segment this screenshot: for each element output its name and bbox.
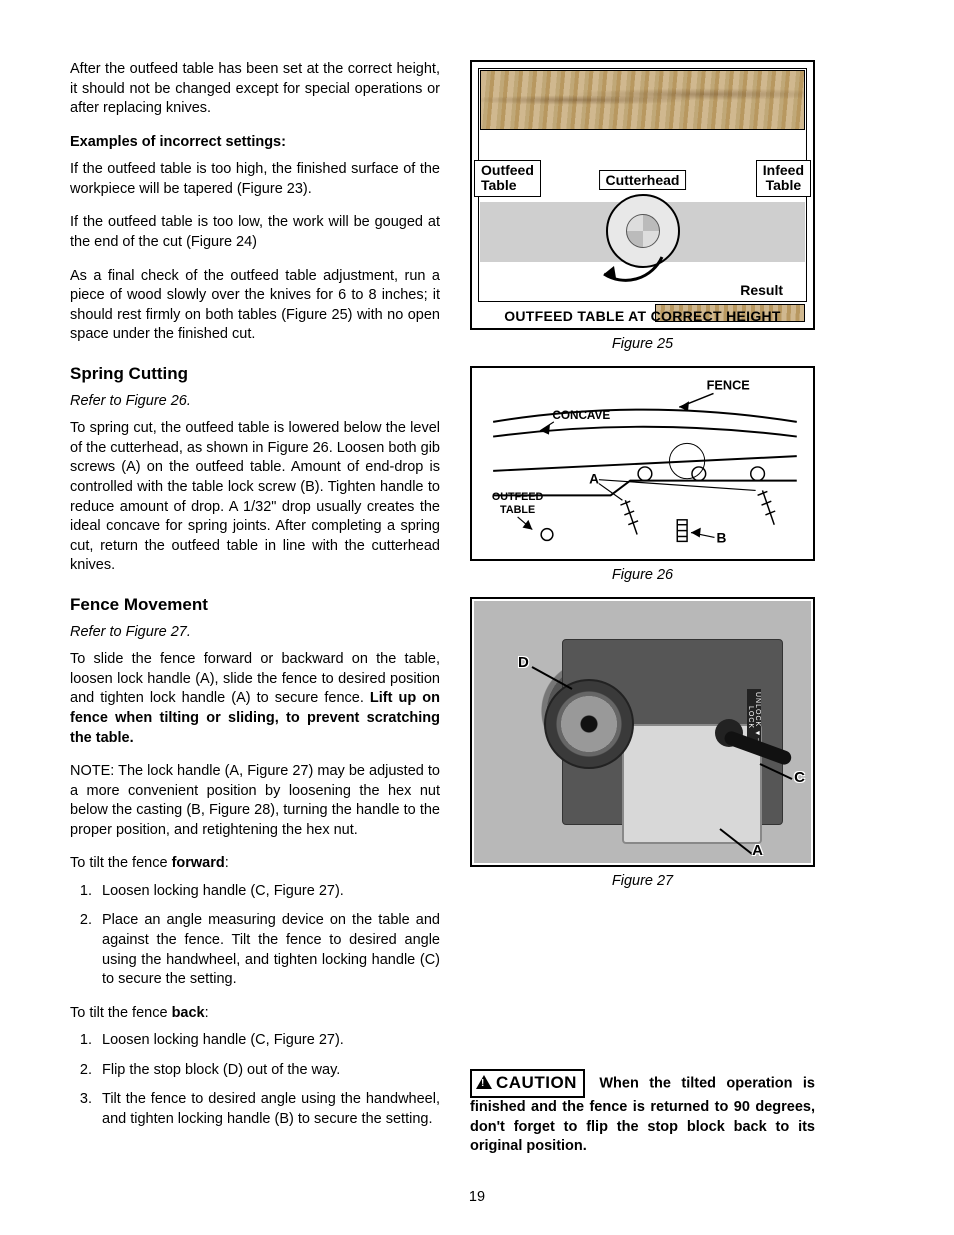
page: After the outfeed table has been set at … xyxy=(0,0,954,1235)
figure-25-caption: Figure 25 xyxy=(470,336,815,352)
caution-label: CAUTION xyxy=(496,1073,577,1092)
page-number: 19 xyxy=(0,1189,954,1205)
callout-c: C xyxy=(794,769,805,786)
figure-25: OutfeedTable InfeedTable Cutterhead Resu… xyxy=(470,60,815,330)
two-column-layout: After the outfeed table has been set at … xyxy=(70,60,884,1157)
caution-block: CAUTION When the tilted operation is fin… xyxy=(470,1069,815,1157)
tilt-forward-steps: Loosen locking handle (C, Figure 27). Pl… xyxy=(70,882,440,990)
svg-text:TABLE: TABLE xyxy=(500,504,535,516)
figure-26-caption: Figure 26 xyxy=(470,567,815,583)
svg-text:A: A xyxy=(589,472,599,487)
caution-badge: CAUTION xyxy=(470,1069,585,1098)
fence-slide-paragraph: To slide the fence forward or backward o… xyxy=(70,650,440,748)
tilt-back-a: To tilt the fence xyxy=(70,1005,172,1021)
list-item: Flip the stop block (D) out of the way. xyxy=(96,1061,440,1081)
figure-27-caption: Figure 27 xyxy=(470,873,815,889)
figure-25-inside-caption: OUTFEED TABLE AT CORRECT HEIGHT xyxy=(472,308,813,324)
infeed-table-label: InfeedTable xyxy=(756,160,811,197)
final-check-paragraph: As a final check of the outfeed table ad… xyxy=(70,267,440,345)
result-label: Result xyxy=(740,282,783,298)
left-column: After the outfeed table has been set at … xyxy=(70,60,440,1157)
spring-ref: Refer to Figure 26. xyxy=(70,392,440,412)
callout-a: A xyxy=(752,842,763,859)
fence-note: NOTE: The lock handle (A, Figure 27) may… xyxy=(70,762,440,840)
figure-27: UNLOCK ◄─ LOCK D C A xyxy=(470,597,815,867)
intro-paragraph: After the outfeed table has been set at … xyxy=(70,60,440,119)
figure-26-diagram: FENCE CONCAVE OUTFEED TABLE xyxy=(472,368,813,559)
tilt-fwd-a: To tilt the fence xyxy=(70,855,172,871)
tilt-back-b: back xyxy=(172,1005,205,1021)
spring-cutting-heading: Spring Cutting xyxy=(70,363,440,386)
svg-text:FENCE: FENCE xyxy=(707,378,750,393)
warning-triangle-icon xyxy=(476,1075,492,1089)
tilt-fwd-c: : xyxy=(225,855,229,871)
list-item: Tilt the fence to desired angle using th… xyxy=(96,1090,440,1129)
outfeed-table-label: OutfeedTable xyxy=(474,160,541,197)
figure-27-callout-lines xyxy=(472,599,813,865)
list-item: Loosen locking handle (C, Figure 27). xyxy=(96,1031,440,1051)
svg-text:OUTFEED: OUTFEED xyxy=(492,491,544,503)
result-dash-line xyxy=(655,328,805,330)
tilt-forward-line: To tilt the fence forward: xyxy=(70,854,440,874)
list-item: Place an angle measuring device on the t… xyxy=(96,911,440,989)
rotation-arrow-icon xyxy=(592,252,672,282)
svg-text:B: B xyxy=(716,530,726,545)
figure-25-workpiece xyxy=(480,70,805,130)
spring-body: To spring cut, the outfeed table is lowe… xyxy=(70,419,440,576)
tilt-back-line: To tilt the fence back: xyxy=(70,1004,440,1024)
tilt-back-steps: Loosen locking handle (C, Figure 27). Fl… xyxy=(70,1031,440,1129)
list-item: Loosen locking handle (C, Figure 27). xyxy=(96,882,440,902)
too-low-paragraph: If the outfeed table is too low, the wor… xyxy=(70,213,440,252)
tilt-back-c: : xyxy=(205,1005,209,1021)
cutterhead-label: Cutterhead xyxy=(599,170,687,190)
tilt-fwd-b: forward xyxy=(172,855,225,871)
svg-text:CONCAVE: CONCAVE xyxy=(552,409,610,422)
callout-d: D xyxy=(518,654,529,671)
too-high-paragraph: If the outfeed table is too high, the fi… xyxy=(70,160,440,199)
figure-26: FENCE CONCAVE OUTFEED TABLE xyxy=(470,366,815,561)
fence-movement-heading: Fence Movement xyxy=(70,594,440,617)
right-column: OutfeedTable InfeedTable Cutterhead Resu… xyxy=(470,60,815,1157)
examples-heading: Examples of incorrect settings: xyxy=(70,133,440,153)
fence-ref: Refer to Figure 27. xyxy=(70,623,440,643)
